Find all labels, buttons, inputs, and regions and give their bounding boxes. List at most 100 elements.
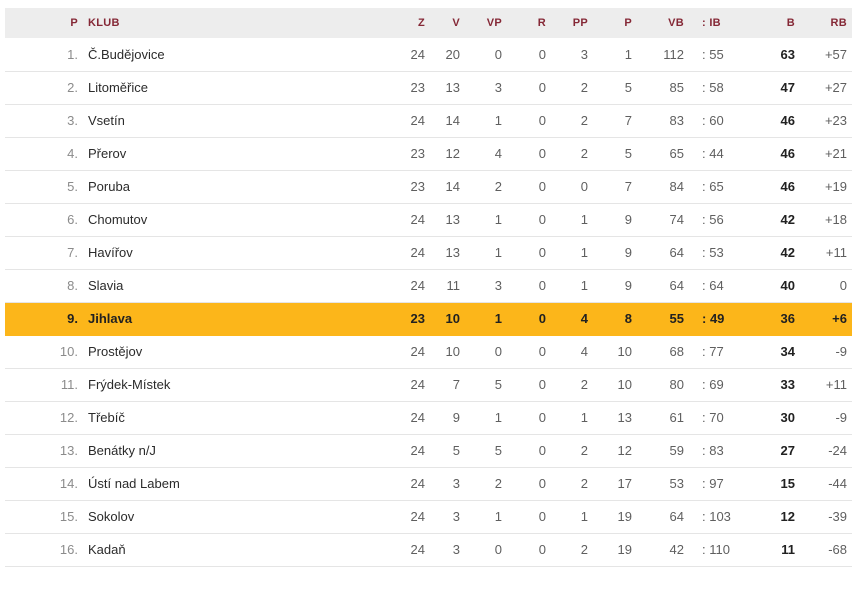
games-cell: 24 [393,203,425,237]
wins-cell: 20 [425,38,460,72]
club-name-cell[interactable]: Chomutov [78,203,393,237]
table-row[interactable]: 14. Ústí nad Labem 24 3 2 0 2 17 53 : 97… [5,467,852,501]
position-cell: 4. [5,137,78,171]
losses-cell: 17 [588,467,632,501]
points-cell: 47 [762,71,795,105]
games-cell: 24 [393,500,425,534]
table-row[interactable]: 7. Havířov 24 13 1 0 1 9 64 : 53 42 +11 [5,236,852,270]
club-name-cell[interactable]: Prostějov [78,335,393,369]
ot-losses-cell: 2 [546,71,588,105]
club-name-cell[interactable]: Č.Budějovice [78,38,393,72]
games-cell: 24 [393,236,425,270]
club-name-cell[interactable]: Poruba [78,170,393,204]
wins-cell: 13 [425,71,460,105]
position-cell: 11. [5,368,78,402]
goal-diff-cell: -9 [795,401,852,435]
table-header-row: P KLUB Z V VP R PP P VB : IB B RB [5,8,852,38]
column-header-ot-wins: VP [460,8,502,38]
goals-against-cell: : 65 [684,170,762,204]
draws-cell: 0 [502,368,546,402]
wins-cell: 11 [425,269,460,303]
losses-cell: 19 [588,500,632,534]
table-row[interactable]: 8. Slavia 24 11 3 0 1 9 64 : 64 40 0 [5,269,852,303]
table-row[interactable]: 2. Litoměřice 23 13 3 0 2 5 85 : 58 47 +… [5,71,852,105]
goal-diff-cell: +21 [795,137,852,171]
club-name-cell[interactable]: Jihlava [78,302,393,336]
ot-losses-cell: 1 [546,269,588,303]
goals-for-cell: 85 [632,71,684,105]
club-name-cell[interactable]: Kadaň [78,533,393,567]
points-cell: 63 [762,38,795,72]
goals-against-cell: : 58 [684,71,762,105]
ot-wins-cell: 5 [460,434,502,468]
club-name-cell[interactable]: Vsetín [78,104,393,138]
goals-for-cell: 83 [632,104,684,138]
ot-losses-cell: 1 [546,236,588,270]
goal-diff-cell: -9 [795,335,852,369]
losses-cell: 7 [588,170,632,204]
table-row[interactable]: 3. Vsetín 24 14 1 0 2 7 83 : 60 46 +23 [5,104,852,138]
position-cell: 16. [5,533,78,567]
points-cell: 46 [762,137,795,171]
wins-cell: 13 [425,203,460,237]
club-name-cell[interactable]: Sokolov [78,500,393,534]
table-row[interactable]: 6. Chomutov 24 13 1 0 1 9 74 : 56 42 +18 [5,203,852,237]
ot-wins-cell: 1 [460,203,502,237]
losses-cell: 7 [588,104,632,138]
wins-cell: 14 [425,104,460,138]
points-cell: 15 [762,467,795,501]
table-row[interactable]: 9. Jihlava 23 10 1 0 4 8 55 : 49 36 +6 [5,302,852,336]
standings-table: P KLUB Z V VP R PP P VB : IB B RB 1. Č.B… [5,8,852,567]
goals-for-cell: 64 [632,236,684,270]
losses-cell: 9 [588,236,632,270]
goals-against-cell: : 70 [684,401,762,435]
draws-cell: 0 [502,71,546,105]
goal-diff-cell: +27 [795,71,852,105]
table-row[interactable]: 12. Třebíč 24 9 1 0 1 13 61 : 70 30 -9 [5,401,852,435]
table-row[interactable]: 5. Poruba 23 14 2 0 0 7 84 : 65 46 +19 [5,170,852,204]
position-cell: 8. [5,269,78,303]
ot-wins-cell: 1 [460,236,502,270]
games-cell: 24 [393,269,425,303]
club-name-cell[interactable]: Slavia [78,269,393,303]
club-name-cell[interactable]: Havířov [78,236,393,270]
table-row[interactable]: 15. Sokolov 24 3 1 0 1 19 64 : 103 12 -3… [5,500,852,534]
games-cell: 24 [393,401,425,435]
table-row[interactable]: 1. Č.Budějovice 24 20 0 0 3 1 112 : 55 6… [5,38,852,72]
table-row[interactable]: 13. Benátky n/J 24 5 5 0 2 12 59 : 83 27… [5,434,852,468]
points-cell: 34 [762,335,795,369]
club-name-cell[interactable]: Benátky n/J [78,434,393,468]
draws-cell: 0 [502,467,546,501]
club-name-cell[interactable]: Litoměřice [78,71,393,105]
table-row[interactable]: 11. Frýdek-Místek 24 7 5 0 2 10 80 : 69 … [5,368,852,402]
points-cell: 27 [762,434,795,468]
draws-cell: 0 [502,203,546,237]
table-row[interactable]: 16. Kadaň 24 3 0 0 2 19 42 : 110 11 -68 [5,533,852,567]
goals-against-cell: : 69 [684,368,762,402]
column-header-points: B [762,8,795,38]
wins-cell: 3 [425,467,460,501]
goals-against-cell: : 60 [684,104,762,138]
ot-wins-cell: 4 [460,137,502,171]
club-name-cell[interactable]: Frýdek-Místek [78,368,393,402]
wins-cell: 3 [425,500,460,534]
column-header-ot-losses: PP [546,8,588,38]
points-cell: 42 [762,203,795,237]
wins-cell: 10 [425,302,460,336]
club-name-cell[interactable]: Třebíč [78,401,393,435]
club-name-cell[interactable]: Ústí nad Labem [78,467,393,501]
ot-losses-cell: 2 [546,368,588,402]
table-row[interactable]: 4. Přerov 23 12 4 0 2 5 65 : 44 46 +21 [5,137,852,171]
games-cell: 23 [393,170,425,204]
column-header-goals-for: VB [632,8,684,38]
ot-losses-cell: 4 [546,302,588,336]
wins-cell: 3 [425,533,460,567]
goals-against-cell: : 55 [684,38,762,72]
ot-losses-cell: 2 [546,467,588,501]
goal-diff-cell: 0 [795,269,852,303]
draws-cell: 0 [502,434,546,468]
goal-diff-cell: +11 [795,236,852,270]
table-row[interactable]: 10. Prostějov 24 10 0 0 4 10 68 : 77 34 … [5,335,852,369]
club-name-cell[interactable]: Přerov [78,137,393,171]
goals-for-cell: 59 [632,434,684,468]
